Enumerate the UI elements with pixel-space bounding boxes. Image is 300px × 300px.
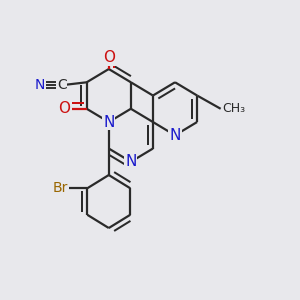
Text: N: N	[34, 78, 45, 92]
Text: N: N	[125, 154, 136, 169]
Text: O: O	[103, 50, 115, 65]
Text: O: O	[58, 101, 70, 116]
Text: C: C	[57, 78, 67, 92]
Text: Br: Br	[52, 181, 68, 195]
Text: N: N	[103, 115, 115, 130]
Text: N: N	[169, 128, 181, 143]
Text: CH₃: CH₃	[222, 102, 245, 115]
